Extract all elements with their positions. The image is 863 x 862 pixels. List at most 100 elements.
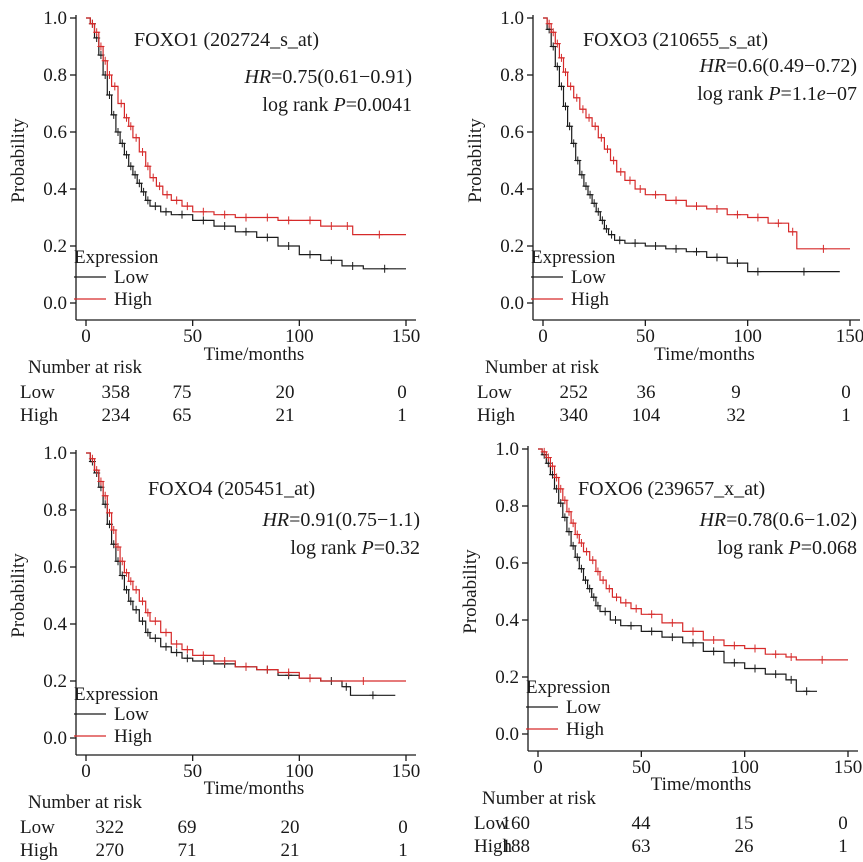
censor-mark <box>127 162 135 171</box>
censor-mark <box>381 264 389 273</box>
y-tick-label: 0.2 <box>43 236 67 257</box>
censor-mark <box>544 453 552 462</box>
censor-mark <box>710 647 718 656</box>
censor-mark <box>173 639 181 648</box>
censor-mark <box>626 176 634 185</box>
censor-mark <box>151 202 159 211</box>
censor-mark <box>97 42 105 51</box>
censor-mark <box>573 93 581 102</box>
hazard-ratio-value: =0.91(0.75−1.1) <box>289 509 420 531</box>
censor-mark <box>151 634 159 643</box>
legend-title: Expression <box>531 247 616 268</box>
censor-mark <box>693 202 700 211</box>
censor-mark <box>242 662 250 671</box>
censor-mark <box>285 216 293 225</box>
risk-count: 252 <box>560 382 589 403</box>
censor-mark <box>221 210 229 219</box>
x-tick-label: 50 <box>632 757 651 778</box>
censor-mark <box>162 642 170 651</box>
censor-mark <box>573 530 581 539</box>
log-rank-p: log rank P=0.0041 <box>262 94 412 116</box>
risk-count: 21 <box>276 405 295 426</box>
censor-mark <box>263 233 271 242</box>
censor-mark <box>263 665 271 674</box>
y-tick-label: 0.4 <box>495 610 519 631</box>
censor-mark <box>594 601 602 610</box>
x-tick-label: 150 <box>834 757 863 778</box>
censor-mark <box>101 56 109 65</box>
censor-mark <box>561 496 569 505</box>
censor-mark <box>105 508 113 517</box>
censor-mark <box>557 499 565 508</box>
censor-mark <box>597 133 605 142</box>
y-tick-label: 0.6 <box>495 553 519 574</box>
censor-mark <box>617 167 625 176</box>
censor-mark <box>306 674 314 683</box>
risk-count: 340 <box>560 405 589 426</box>
risk-count: 9 <box>731 382 741 403</box>
y-tick-label: 0.2 <box>43 671 67 692</box>
risk-group-low: Low <box>477 382 512 403</box>
y-tick-label: 0.6 <box>43 122 67 143</box>
censor-mark <box>139 617 147 626</box>
risk-count: 1 <box>841 405 851 426</box>
censor-mark <box>93 28 101 37</box>
risk-count: 20 <box>276 382 295 403</box>
x-tick-label: 100 <box>285 326 314 347</box>
censor-mark <box>627 621 635 630</box>
censor-mark <box>118 139 126 148</box>
censor-mark <box>151 617 159 626</box>
hazard-ratio-symbol: HR <box>698 55 726 77</box>
risk-count: 0 <box>398 817 408 838</box>
censor-mark <box>553 62 561 71</box>
censor-mark <box>562 102 570 111</box>
log-rank-p: log rank P=0.068 <box>717 537 857 559</box>
censor-mark <box>751 664 759 673</box>
hazard-ratio: HR=0.6(0.49−0.72) <box>698 55 857 77</box>
y-axis-label: Probability <box>8 553 29 638</box>
risk-group-low: Low <box>20 817 55 838</box>
censor-mark <box>622 598 630 607</box>
censor-mark <box>652 242 660 250</box>
censor-mark <box>819 244 827 253</box>
censor-mark <box>636 185 644 193</box>
censor-mark <box>818 655 826 664</box>
legend-label-low: Low <box>114 704 149 725</box>
chart-title: FOXO4 (205451_at) <box>148 478 315 500</box>
risk-group-low: Low <box>20 382 55 403</box>
p-value: =0.32 <box>374 537 420 559</box>
censor-mark <box>586 584 594 593</box>
censor-mark <box>594 567 602 576</box>
censor-mark <box>589 556 597 565</box>
x-tick-label: 100 <box>285 761 314 782</box>
censor-mark <box>183 645 191 654</box>
x-tick-label: 150 <box>392 326 421 347</box>
censor-mark <box>610 156 618 165</box>
censor-mark <box>598 216 606 225</box>
censor-mark <box>713 204 721 213</box>
censor-mark <box>221 222 229 231</box>
x-tick-label: 50 <box>183 761 202 782</box>
censor-mark <box>693 247 700 256</box>
censor-mark <box>144 628 152 637</box>
censor-mark <box>342 682 350 691</box>
x-tick-label: 150 <box>392 761 421 782</box>
y-tick-label: 1.0 <box>495 439 519 460</box>
censor-mark <box>710 635 718 644</box>
censor-mark <box>774 219 782 228</box>
risk-count: 270 <box>96 840 125 861</box>
risk-table-title: Number at risk <box>485 357 599 378</box>
hazard-ratio-symbol: HR <box>243 66 271 88</box>
censor-mark <box>183 202 191 211</box>
y-tick-label: 0.0 <box>500 293 524 314</box>
censor-mark <box>549 42 557 51</box>
km-panel-3: 0.0 0.2 0.4 0.6 0.8 1.0 0 50 100 150 Time/months Pr… <box>8 443 420 861</box>
censor-mark <box>803 687 811 696</box>
censor-mark <box>553 39 561 48</box>
x-axis-label: Time/months <box>654 344 755 365</box>
censor-mark <box>772 650 780 659</box>
risk-count: 0 <box>838 813 848 834</box>
censor-mark <box>585 113 593 122</box>
censor-mark <box>574 156 582 165</box>
censor-mark <box>540 447 548 456</box>
